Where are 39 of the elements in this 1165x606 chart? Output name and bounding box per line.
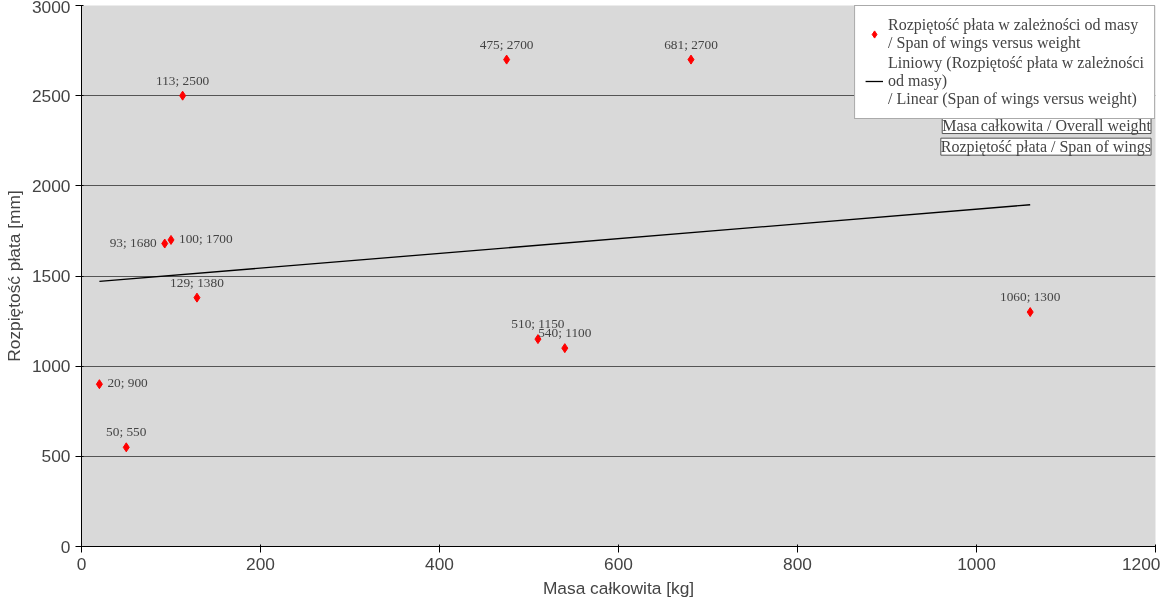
x-axis-title: Masa całkowita [kg] [542, 577, 695, 598]
data-label: 93; 1680 [109, 234, 158, 250]
x-tick-label: 200 [246, 553, 275, 574]
x-tick-label: 0 [76, 553, 87, 574]
data-label: 20; 900 [107, 375, 149, 391]
point [179, 90, 187, 101]
data-label: 50; 550 [106, 424, 147, 440]
y-tick-label: 2500 [31, 85, 71, 106]
y-tick-label: 2000 [31, 175, 71, 196]
point [687, 54, 695, 65]
point [1026, 307, 1034, 318]
x-tick-label: 800 [783, 553, 812, 574]
point [95, 379, 103, 390]
annotation: Rozpiętość płata / Span of wings [940, 138, 1152, 157]
legend-label: Liniowy (Rozpiętość płata w zależności od masy) / Linear (Span of wings versus weight) [888, 54, 1144, 108]
point [122, 442, 130, 453]
x-tick-label: 1200 [1121, 553, 1161, 574]
y-tick-label: 0 [60, 536, 71, 557]
data-label: 1060; 1300 [1000, 289, 1061, 305]
x-tick-label: 600 [604, 553, 633, 574]
y-tick-label: 3000 [31, 0, 71, 17]
data-label: 113; 2500 [156, 72, 210, 88]
point [167, 234, 175, 245]
point [561, 343, 569, 354]
data-label: 129; 1380 [170, 274, 225, 290]
y-tick-label: 1000 [31, 356, 71, 377]
point [503, 54, 511, 65]
data-label: 681; 2700 [664, 36, 719, 52]
x-tick-label: 400 [425, 553, 454, 574]
legend-label: Rozpiętość płata w zależności od masy / Span of wings versus weight [888, 16, 1139, 52]
data-label: 475; 2700 [479, 36, 534, 52]
annotation: Masa całkowita / Overall weight [942, 116, 1152, 135]
y-tick-label: 1500 [31, 266, 71, 286]
y-axis-title: Rozpiętość płata [mm] [3, 190, 24, 362]
x-tick-label: 1000 [957, 553, 996, 574]
data-label: 100; 1700 [179, 230, 234, 246]
y-tick-label: 500 [41, 446, 71, 467]
point [161, 238, 169, 249]
point [193, 292, 201, 303]
